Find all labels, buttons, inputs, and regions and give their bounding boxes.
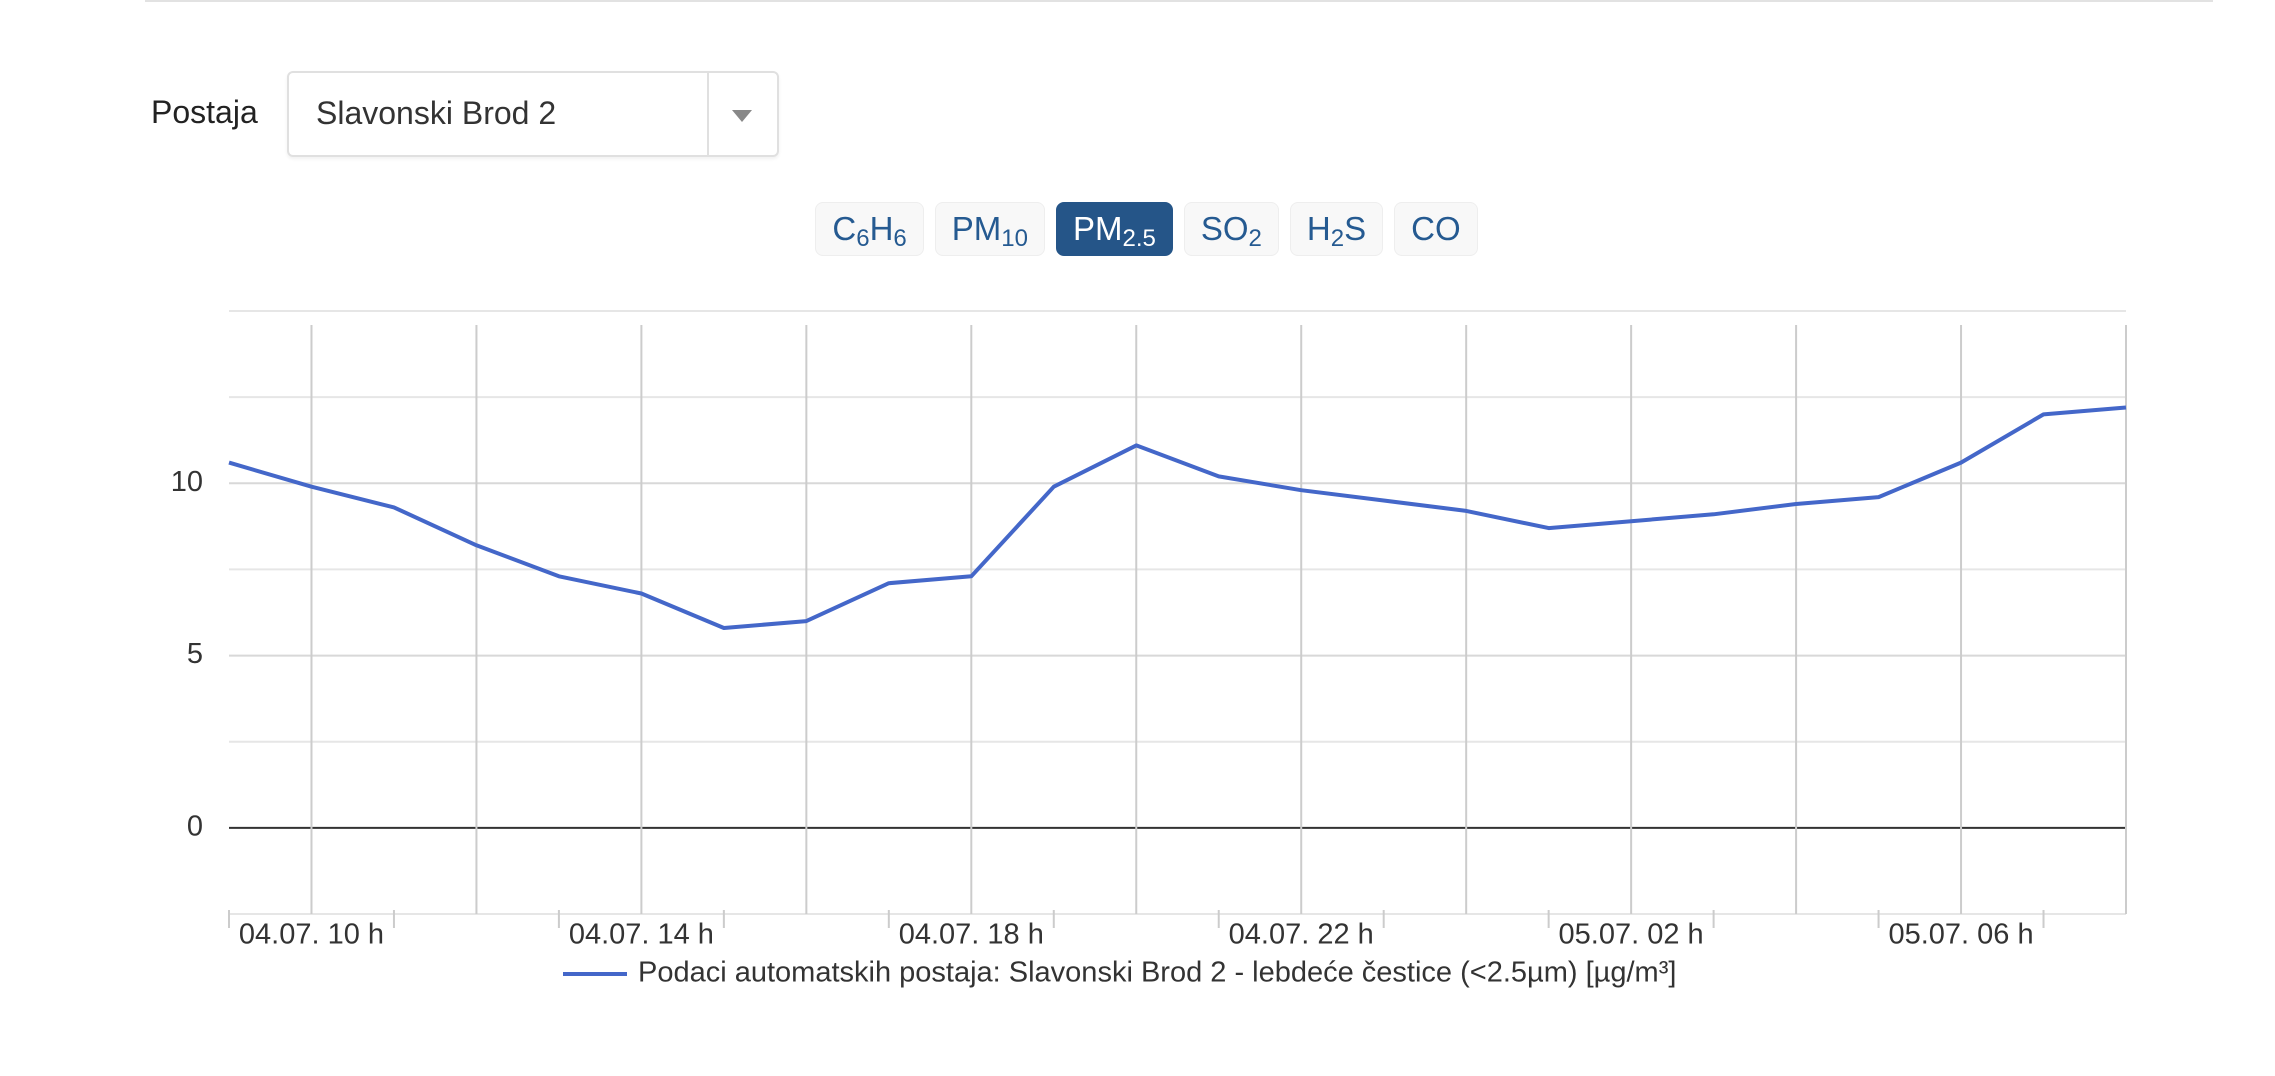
subscript: 2	[1330, 225, 1345, 252]
subscript: 6	[893, 225, 907, 252]
station-value: Slavonski Brod 2	[316, 95, 557, 131]
select-arrow	[732, 110, 752, 122]
button-text: CO	[1411, 210, 1461, 247]
button-text: C	[832, 210, 857, 247]
pollutant-button[interactable]: H2S	[1289, 202, 1384, 256]
button-text: H	[1306, 210, 1331, 247]
button-text: PM	[1072, 210, 1123, 247]
subscript: 10	[1001, 225, 1028, 252]
y-tick-label: 5	[187, 638, 203, 670]
x-tick-label: 05.07. 02 h	[1559, 919, 1704, 951]
button-text: PM	[951, 210, 1002, 247]
divider	[145, 0, 2213, 2]
station-label: Postaja	[151, 94, 258, 130]
x-tick-label: 04.07. 14 h	[569, 919, 714, 951]
pollutant-buttons: C6H6 PM10 PM2.5 SO2 H2S CO	[0, 202, 2275, 258]
y-tick-label: 10	[171, 466, 203, 498]
pollutant-button[interactable]: SO2	[1183, 202, 1279, 256]
legend-label: Podaci automatskih postaja: Slavonski Br…	[638, 957, 1676, 989]
x-tick-label: 04.07. 22 h	[1229, 919, 1374, 951]
pollutant-button[interactable]: C6H6	[815, 202, 924, 256]
button-text: SO	[1200, 210, 1249, 247]
pollutant-button[interactable]: PM10	[934, 202, 1045, 256]
y-tick-label: 0	[187, 811, 203, 843]
series-line	[228, 405, 2127, 630]
station-select[interactable]: Slavonski Brod 2	[287, 71, 779, 157]
x-tick-label: 04.07. 10 h	[239, 919, 384, 951]
subscript: 2.5	[1122, 225, 1156, 252]
subscript: 6	[856, 225, 870, 252]
subscript: 2	[1248, 225, 1262, 252]
x-tick-label: 05.07. 06 h	[1888, 919, 2033, 951]
pollutant-button[interactable]: PM2.5	[1055, 202, 1173, 256]
pollutant-button[interactable]: CO	[1394, 202, 1478, 256]
x-tick-label: 04.07. 18 h	[899, 919, 1044, 951]
button-text: H	[869, 210, 894, 247]
button-text: S	[1344, 210, 1367, 247]
select-divider	[707, 73, 709, 155]
